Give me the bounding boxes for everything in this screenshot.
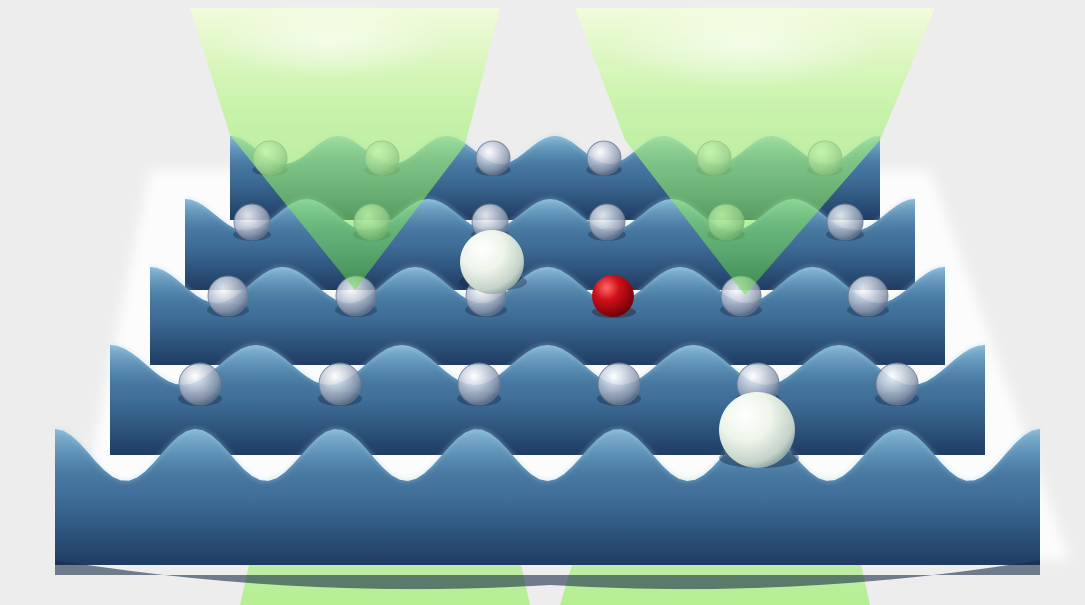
- small-atom: [586, 140, 622, 176]
- lattice-ridge-crest-5: [54, 427, 1041, 483]
- laser-beam-left: [190, 8, 500, 290]
- small-atom: [207, 275, 249, 317]
- lattice-ridge-highlight-5: [55, 429, 1040, 565]
- lattice-ridge-highlight-3: [150, 267, 945, 365]
- beam-right-core-glow: [605, 0, 885, 90]
- small-atom: [457, 362, 501, 406]
- special-atoms: [459, 230, 799, 468]
- small-atom: [233, 203, 271, 241]
- small-atom: [318, 362, 362, 406]
- small-atom: [597, 362, 641, 406]
- laser-beams: [190, 0, 935, 295]
- lattice-ridge-crest-4: [109, 343, 986, 387]
- small-atom: [847, 275, 889, 317]
- small-atom: [475, 140, 511, 176]
- marked-red-atom: [592, 275, 634, 317]
- large-atom: [719, 392, 795, 468]
- large-atom: [460, 230, 524, 294]
- lattice-ridge-crest-3: [149, 265, 946, 305]
- beam-left-core-glow: [210, 0, 450, 80]
- small-atom: [588, 203, 626, 241]
- lattice-ridge-highlight-4: [110, 345, 985, 455]
- small-atom: [875, 362, 919, 406]
- lattice-bottom-shadow: [55, 560, 1040, 590]
- small-atom: [826, 203, 864, 241]
- small-atom: [178, 362, 222, 406]
